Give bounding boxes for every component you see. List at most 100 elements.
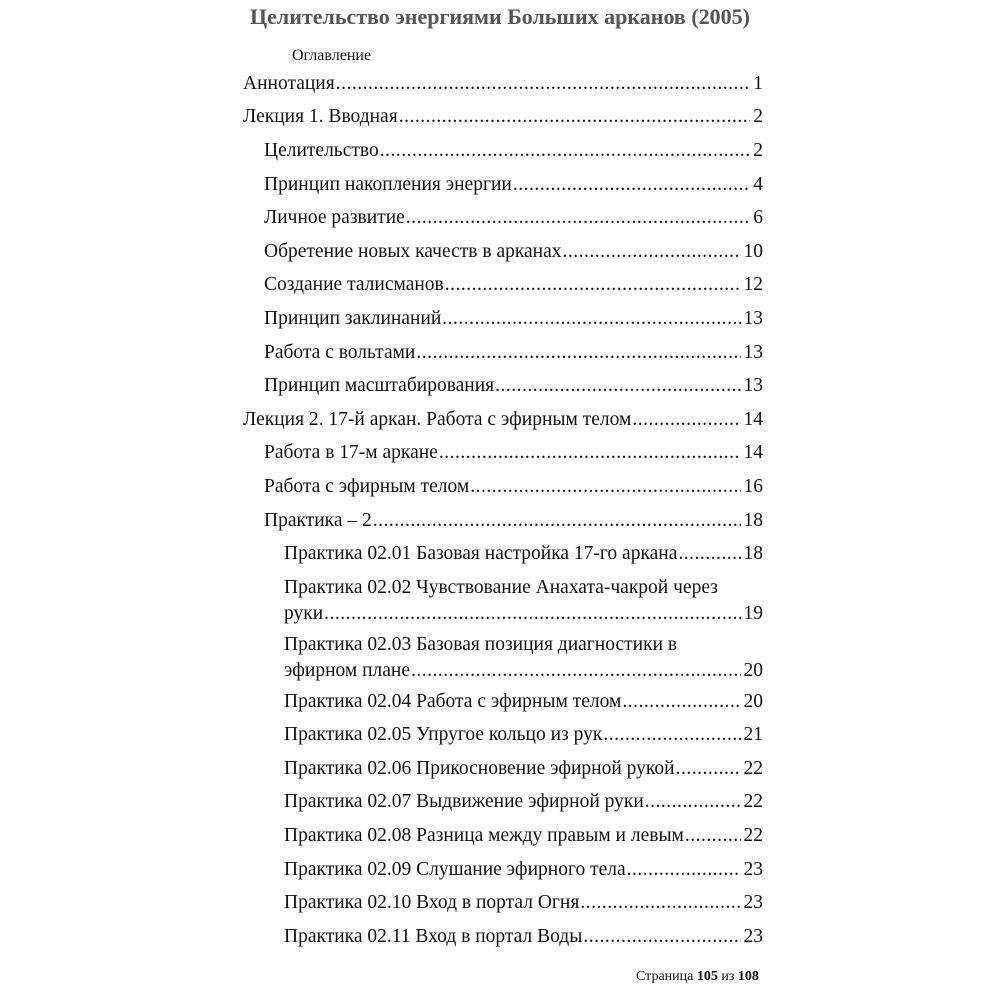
toc-entry[interactable]: руки 19: [243, 600, 763, 628]
toc-entry-page: 19: [743, 602, 764, 624]
toc-entry-page: 1: [753, 72, 763, 94]
toc-entry-text: Практика 02.08 Разница между правым и ле…: [284, 825, 684, 847]
footer-prefix: Страница: [636, 969, 694, 984]
toc-entry-page: 22: [743, 757, 764, 779]
dot-leader: [513, 174, 750, 196]
toc-entry-page: 22: [743, 791, 764, 813]
toc-entry[interactable]: Практика 02.08 Разница между правым и ле…: [243, 819, 763, 853]
toc-entry-page: 22: [743, 825, 764, 847]
dot-leader: [445, 274, 741, 296]
toc-entry[interactable]: Лекция 2. 17-й аркан. Работа с эфирным т…: [243, 403, 763, 437]
toc-entry[interactable]: Создание талисманов 12: [243, 269, 763, 303]
toc-entry-page: 14: [743, 442, 764, 464]
dot-leader: [406, 207, 750, 229]
toc-entry[interactable]: Принцип накопления энергии 4: [243, 168, 763, 202]
dot-leader: [563, 241, 741, 263]
toc-entry-page: 13: [743, 375, 764, 397]
toc-entry[interactable]: Аннотация 1: [243, 67, 763, 101]
toc-entry-text: руки: [284, 602, 324, 624]
toc-entry-text: Практика 02.02 Чувствование Анахата-чакр…: [284, 576, 718, 598]
toc-entry-line[interactable]: Практика 02.03 Базовая позиция диагности…: [243, 633, 763, 657]
toc-entry[interactable]: Практика 02.10 Вход в портал Огня 23: [243, 886, 763, 920]
dot-leader: [399, 106, 751, 128]
toc-entry-text: Практика 02.01 Базовая настройка 17-го а…: [284, 543, 678, 565]
toc-entry[interactable]: Принцип заклинаний 13: [243, 302, 763, 336]
table-of-contents: Аннотация 1 Лекция 1. Вводная 2 Целительство…: [243, 67, 763, 954]
dot-leader: [439, 442, 741, 464]
toc-entry-text: Практика 02.09 Слушание эфирного тела: [284, 858, 626, 880]
toc-entry-text: Целительство: [264, 139, 379, 161]
toc-entry-text: Практика – 2: [264, 509, 372, 531]
page-footer: Страница 105 из 108: [636, 969, 759, 985]
dot-leader: [603, 724, 740, 746]
toc-entry-text: Создание талисманов: [264, 274, 444, 296]
dot-leader: [380, 140, 751, 162]
toc-entry-text: Личное развитие: [264, 207, 405, 229]
toc-entry[interactable]: Работа в 17-м аркане 14: [243, 437, 763, 471]
dot-leader: [580, 892, 740, 914]
toc-entry[interactable]: Обретение новых качеств в арканах 10: [243, 235, 763, 269]
toc-entry[interactable]: Лекция 1. Вводная 2: [243, 101, 763, 135]
dot-leader: [622, 691, 740, 713]
dot-leader: [685, 825, 741, 847]
toc-entry[interactable]: эфирном плане 20: [243, 657, 763, 685]
toc-entry-page: 23: [743, 858, 764, 880]
dot-leader: [676, 758, 741, 780]
toc-entry-page: 2: [753, 106, 763, 128]
toc-entry[interactable]: Практика 02.09 Слушание эфирного тела 23: [243, 853, 763, 887]
dot-leader: [495, 375, 740, 397]
toc-entry[interactable]: Практика 02.05 Упругое кольцо из рук 21: [243, 719, 763, 753]
toc-entry-text: Обретение новых качеств в арканах: [264, 240, 562, 262]
toc-entry-page: 21: [743, 724, 764, 746]
dot-leader: [442, 308, 740, 330]
toc-entry-page: 4: [753, 173, 763, 195]
document-title: Целительство энергиями Больших арканов (…: [250, 4, 750, 29]
toc-entry-text: Лекция 2. 17-й аркан. Работа с эфирным т…: [243, 408, 632, 430]
toc-entry[interactable]: Практика 02.07 Выдвижение эфирной руки 22: [243, 786, 763, 820]
toc-entry-page: 6: [753, 207, 763, 229]
dot-leader: [324, 603, 740, 625]
toc-entry-text: Практика 02.10 Вход в портал Огня: [284, 892, 580, 914]
toc-entry-text: Практика 02.11 Вход в портал Воды: [284, 925, 583, 947]
toc-entry-page: 13: [743, 307, 764, 329]
toc-entry[interactable]: Практика 02.11 Вход в портал Воды 23: [243, 920, 763, 954]
dot-leader: [627, 859, 741, 881]
toc-entry[interactable]: Принцип масштабирования 13: [243, 369, 763, 403]
toc-entry-text: Работа с вольтами: [264, 341, 416, 363]
toc-entry-text: Практика 02.04 Работа с эфирным телом: [284, 690, 622, 712]
dot-leader: [470, 476, 740, 498]
dot-leader: [373, 510, 741, 532]
current-page: 105: [696, 969, 718, 984]
dot-leader: [632, 409, 740, 431]
toc-entry-text: Практика 02.03 Базовая позиция диагности…: [284, 633, 678, 655]
toc-entry[interactable]: Работа с вольтами 13: [243, 336, 763, 370]
toc-entry-text: Лекция 1. Вводная: [243, 106, 398, 128]
toc-entry[interactable]: Целительство 2: [243, 134, 763, 168]
toc-entry-page: 14: [743, 408, 764, 430]
toc-entry[interactable]: Личное развитие 6: [243, 201, 763, 235]
toc-entry-page: 23: [743, 925, 764, 947]
total-pages: 108: [737, 969, 759, 984]
toc-entry[interactable]: Практика 02.01 Базовая настройка 17-го а…: [243, 537, 763, 571]
toc-entry[interactable]: Практика 02.04 Работа с эфирным телом 20: [243, 685, 763, 719]
dot-leader: [411, 660, 740, 682]
toc-entry-text: Работа в 17-м аркане: [264, 442, 438, 464]
toc-entry-text: Практика 02.07 Выдвижение эфирной руки: [284, 791, 644, 813]
toc-entry-text: Принцип масштабирования: [264, 375, 495, 397]
dot-leader: [678, 543, 740, 565]
dot-leader: [645, 791, 741, 813]
toc-heading: Оглавление: [292, 47, 372, 64]
toc-entry[interactable]: Практика 02.06 Прикосновение эфирной рук…: [243, 752, 763, 786]
toc-entry-page: 20: [743, 659, 764, 681]
toc-entry-text: Принцип заклинаний: [264, 307, 442, 329]
toc-entry[interactable]: Работа с эфирным телом 16: [243, 470, 763, 504]
dot-leader: [583, 926, 740, 948]
toc-entry-text: Практика 02.05 Упругое кольцо из рук: [284, 724, 603, 746]
toc-entry-text: Аннотация: [243, 72, 335, 94]
toc-entry-text: эфирном плане: [284, 659, 411, 681]
toc-entry-page: 18: [743, 543, 764, 565]
toc-entry[interactable]: Практика – 2 18: [243, 504, 763, 538]
toc-entry-line[interactable]: Практика 02.02 Чувствование Анахата-чакр…: [243, 576, 763, 600]
dot-leader: [416, 342, 740, 364]
toc-entry-text: Работа с эфирным телом: [264, 475, 470, 497]
